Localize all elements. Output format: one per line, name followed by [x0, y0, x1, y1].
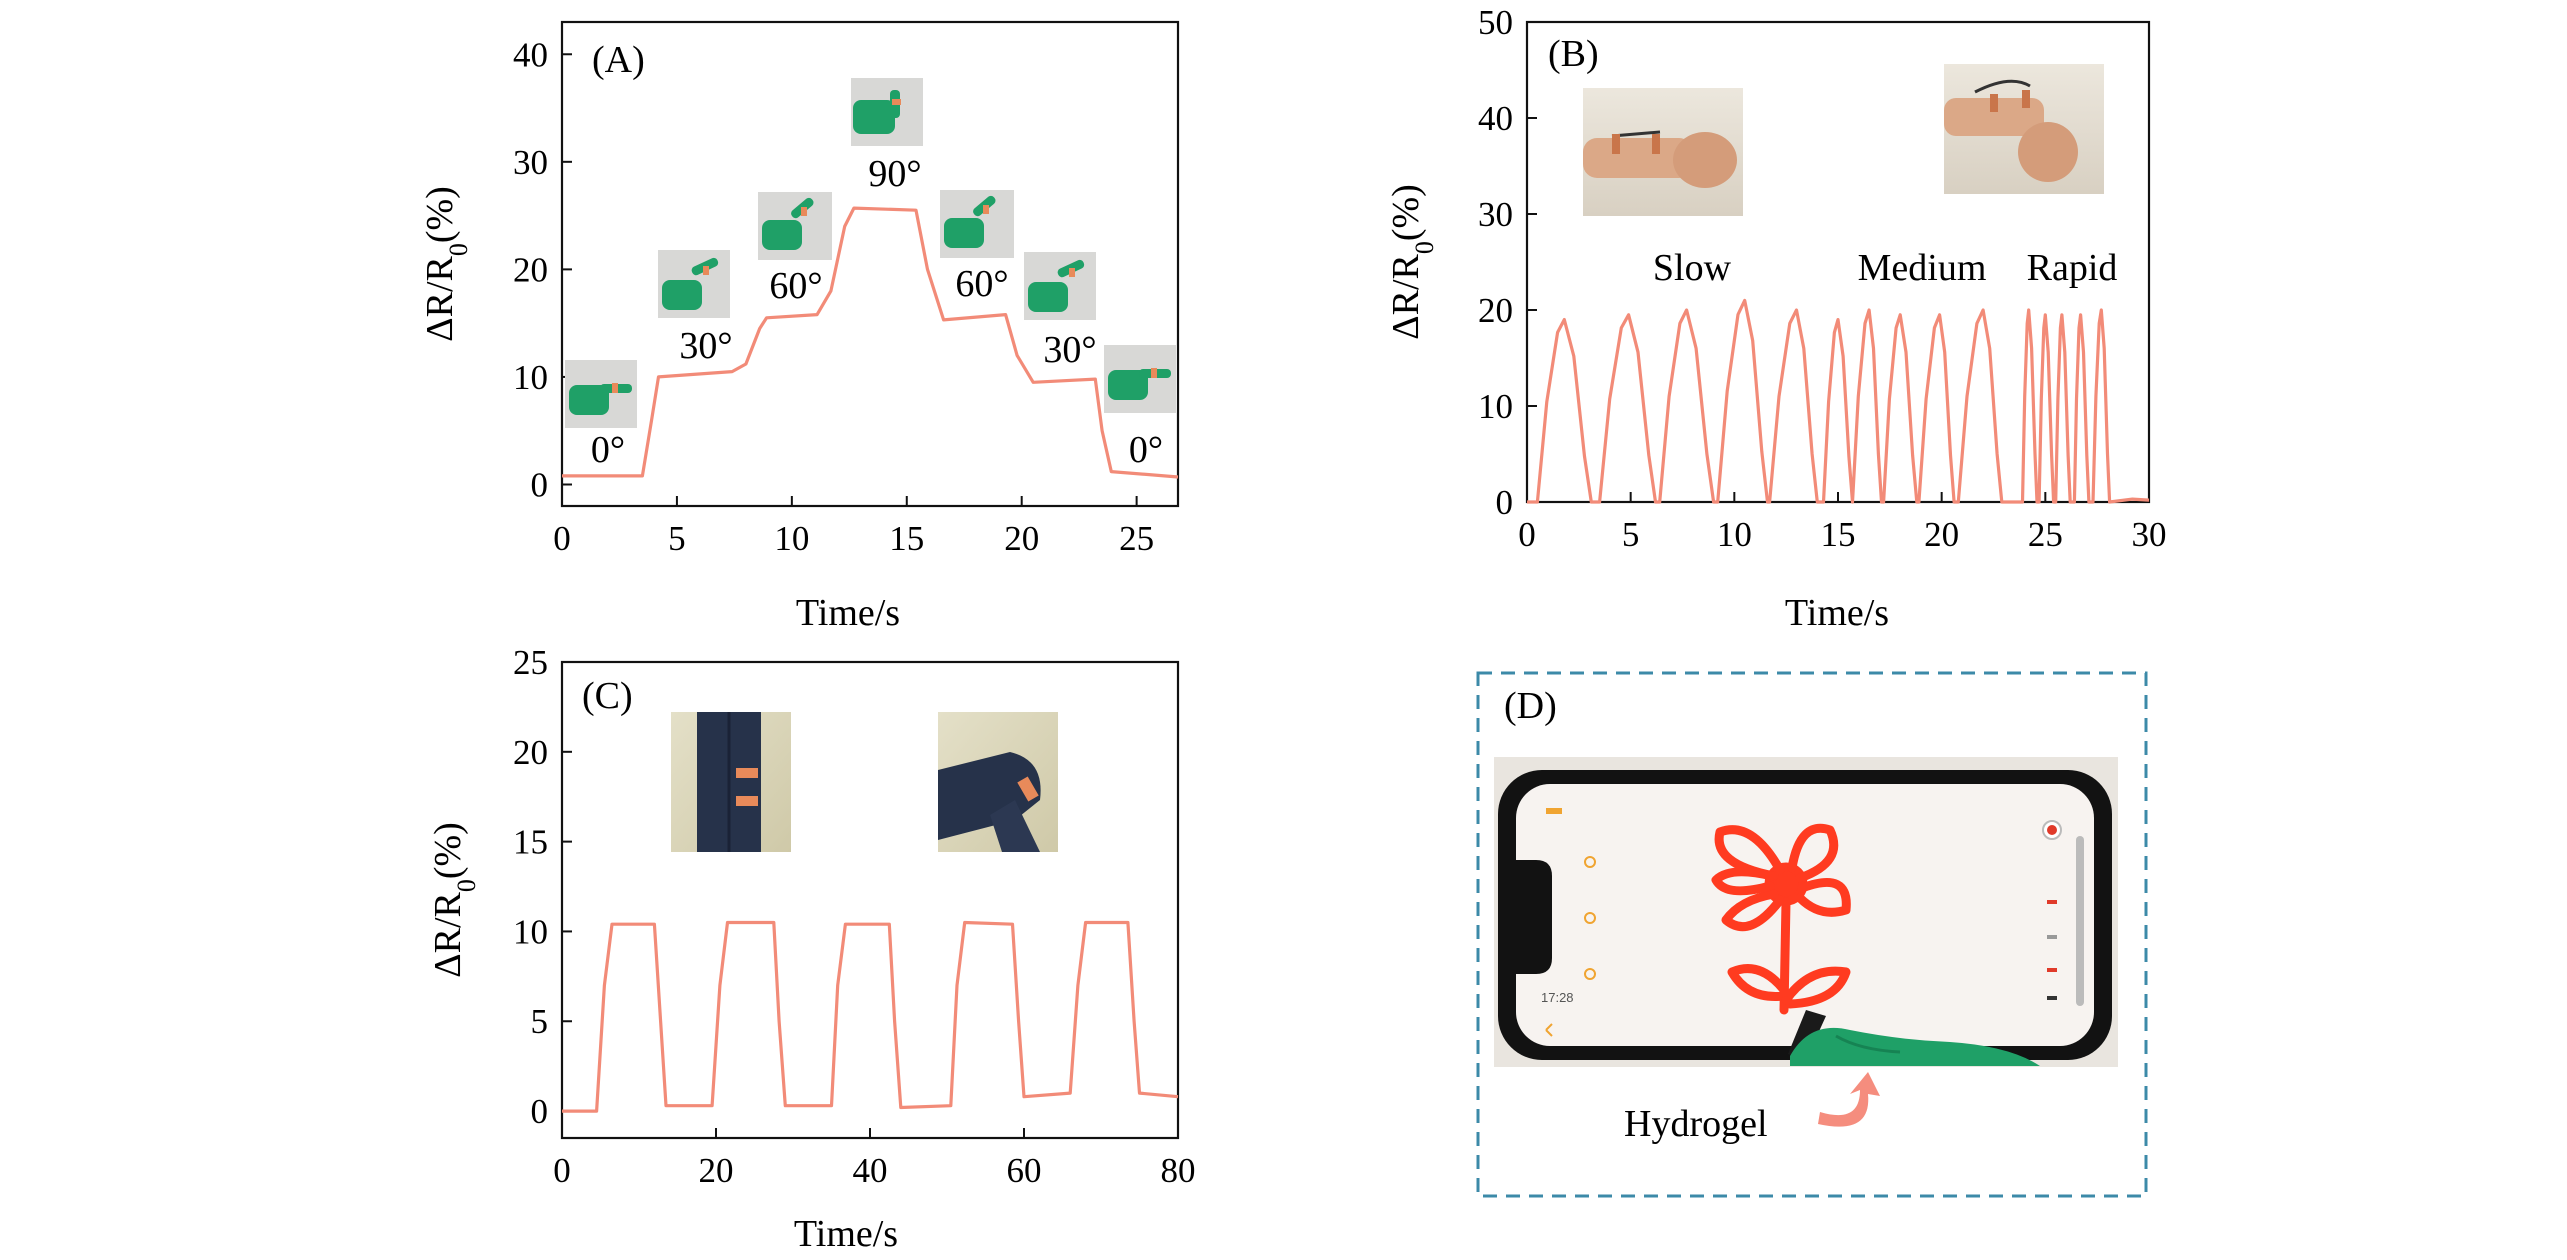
x-tick-label-b: 5	[1622, 515, 1640, 554]
angle-label-60deg-return: 60°	[955, 263, 1008, 305]
speed-label-medium: Medium	[1858, 247, 1987, 289]
response-line-c	[562, 920, 1179, 1113]
response-line-b	[1527, 298, 2150, 504]
app-right-toolbar	[2042, 820, 2084, 1006]
angle-label-90deg: 90°	[868, 153, 921, 195]
hand-drawn-flower	[1711, 823, 1851, 1015]
x-tick-label-b: 30	[2132, 515, 2167, 554]
y-tick-label-a: 20	[513, 250, 548, 289]
phone-screen	[1516, 784, 2094, 1046]
panel-label-d: (D)	[1504, 685, 1557, 727]
plot-frame-a	[560, 20, 1180, 508]
x-tick-label-b: 20	[1924, 515, 1959, 554]
panel-d-dashed-border	[1476, 671, 2148, 1198]
x-tick-label-b: 25	[2028, 515, 2063, 554]
panel-label-c: (C)	[582, 675, 633, 717]
finger-photo-60deg-return	[940, 190, 1014, 258]
x-tick-label-a: 15	[889, 519, 924, 558]
finger-photo-0deg	[565, 360, 637, 428]
app-left-toolbar: 17:28	[1541, 808, 1596, 1037]
plot-frame-c	[560, 660, 1180, 1140]
x-tick-label-b: 10	[1717, 515, 1752, 554]
x-tick-label-a: 10	[774, 519, 809, 558]
speed-label-rapid: Rapid	[2027, 247, 2118, 289]
y-tick-label-b: 40	[1478, 99, 1513, 138]
knee-photo-bent	[938, 712, 1058, 852]
wrist-photo-straight	[1583, 88, 1743, 216]
y-axis-label-b: ΔR/R0(%)	[1385, 184, 1439, 340]
knee-photo-straight	[671, 712, 791, 852]
x-tick-label-b: 15	[1821, 515, 1856, 554]
angle-label-0deg-return: 0°	[1129, 429, 1163, 471]
angle-label-60deg: 60°	[769, 265, 822, 307]
x-axis-label-c: Time/s	[794, 1213, 898, 1255]
x-tick-label-c: 20	[699, 1151, 734, 1190]
x-tick-label-a: 0	[553, 519, 571, 558]
x-tick-label-a: 25	[1119, 519, 1154, 558]
y-tick-label-a: 0	[531, 465, 549, 504]
finger-photo-90deg	[851, 78, 923, 146]
phone-status-time: 17:28	[1541, 990, 1574, 1005]
y-tick-label-a: 10	[513, 358, 548, 397]
y-tick-label-c: 15	[513, 823, 548, 862]
panel-a: 0 5 10 15 20 25 0 10 20 30 40 (A) Time/s ΔR/R0(%)	[419, 20, 1180, 634]
y-axis-label-c: ΔR/R0(%)	[427, 822, 481, 978]
gloved-hand-stylus	[1788, 1010, 2040, 1066]
y-tick-label-c: 20	[513, 733, 548, 772]
y-tick-label-b: 30	[1478, 195, 1513, 234]
y-tick-label-b: 0	[1496, 483, 1514, 522]
y-tick-label-c: 25	[513, 643, 548, 682]
angle-label-0deg: 0°	[591, 429, 625, 471]
panel-label-a: (A)	[592, 39, 645, 81]
angle-label-30deg: 30°	[679, 325, 732, 367]
panel-d: (D) 17:28	[1476, 671, 2148, 1198]
x-tick-label-a: 20	[1004, 519, 1039, 558]
finger-photo-30deg-return	[1024, 252, 1096, 320]
angle-label-30deg-return: 30°	[1043, 329, 1096, 371]
wrist-photo-bent	[1944, 64, 2104, 194]
finger-photo-0deg-return	[1104, 345, 1176, 413]
y-tick-label-b: 50	[1478, 3, 1513, 42]
y-tick-label-c: 5	[531, 1002, 549, 1041]
x-axis-label-a: Time/s	[796, 592, 900, 634]
x-tick-label-c: 0	[553, 1151, 571, 1190]
y-tick-label-b: 10	[1478, 387, 1513, 426]
x-tick-label-c: 40	[853, 1151, 888, 1190]
response-line-a	[562, 206, 1179, 479]
y-tick-label-c: 0	[531, 1092, 549, 1131]
panel-label-b: (B)	[1548, 33, 1599, 75]
hydrogel-caption: Hydrogel	[1624, 1103, 1768, 1145]
x-tick-label-c: 80	[1161, 1151, 1196, 1190]
phone-notch	[1516, 860, 1552, 974]
panel-c: 0 20 40 60 80 0 5 10 15 20 25 (C) Time/s ΔR/R0(%)	[427, 643, 1196, 1255]
x-tick-label-a: 5	[668, 519, 686, 558]
y-tick-label-c: 10	[513, 912, 548, 951]
y-axis-label-a: ΔR/R0(%)	[419, 186, 473, 342]
x-tick-label-c: 60	[1007, 1151, 1042, 1190]
y-tick-label-b: 20	[1478, 291, 1513, 330]
curved-arrow-icon	[1818, 1072, 1880, 1127]
finger-photo-30deg	[658, 250, 730, 318]
y-tick-label-a: 30	[513, 143, 548, 182]
x-axis-label-b: Time/s	[1785, 592, 1889, 634]
panel-b: 0 5 10 15 20 25 30 0 10 20 30 40 50 (B) Time/s ΔR/R0…	[1385, 3, 2167, 634]
x-tick-label-b: 0	[1518, 515, 1536, 554]
speed-label-slow: Slow	[1653, 247, 1732, 289]
y-tick-label-a: 40	[513, 35, 548, 74]
finger-photo-60deg	[758, 192, 832, 260]
